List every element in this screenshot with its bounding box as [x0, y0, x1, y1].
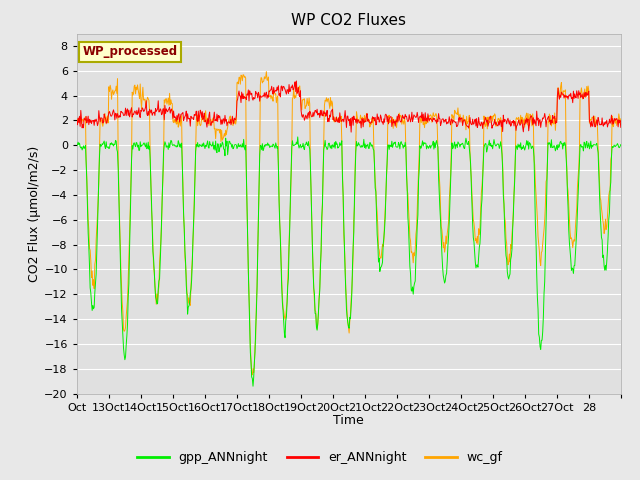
Title: WP CO2 Fluxes: WP CO2 Fluxes — [291, 13, 406, 28]
Legend: gpp_ANNnight, er_ANNnight, wc_gf: gpp_ANNnight, er_ANNnight, wc_gf — [132, 446, 508, 469]
Text: WP_processed: WP_processed — [82, 45, 177, 58]
X-axis label: Time: Time — [333, 414, 364, 427]
Y-axis label: CO2 Flux (μmol/m2/s): CO2 Flux (μmol/m2/s) — [29, 145, 42, 282]
